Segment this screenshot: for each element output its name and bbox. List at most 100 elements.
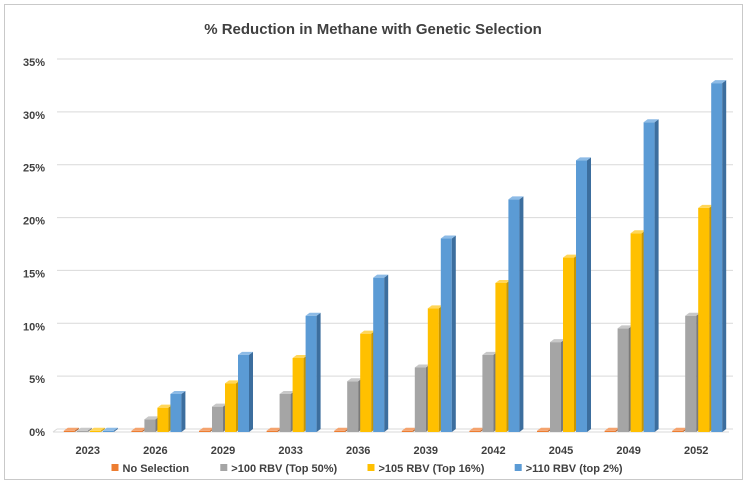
bar: [469, 427, 485, 432]
bar: [414, 364, 430, 432]
bar: [711, 80, 727, 433]
bar: [672, 427, 688, 432]
bar-top: [347, 378, 363, 382]
bar-front: [170, 393, 182, 432]
bar-front: [414, 367, 426, 432]
bar-top: [440, 235, 456, 239]
chart-svg: % Reduction in Methane with Genetic Sele…: [23, 21, 733, 475]
bar: [685, 312, 701, 432]
bar: [225, 380, 240, 432]
bar-top: [495, 279, 511, 283]
bar: [427, 305, 443, 432]
bar-front: [131, 430, 143, 432]
bar-top: [212, 403, 227, 407]
bar-front: [334, 430, 346, 432]
bar-top: [157, 404, 173, 408]
bar-top: [76, 427, 92, 431]
bar-front: [266, 430, 278, 432]
bar: [170, 390, 186, 432]
bar-top: [643, 119, 659, 123]
bar-side: [451, 235, 456, 432]
legend-item: >110 RBV (top 2%): [514, 463, 623, 475]
bar: [305, 312, 321, 432]
bar-side: [113, 427, 118, 432]
bar-front: [305, 315, 317, 432]
bar-side: [249, 351, 253, 432]
bar: [144, 416, 160, 432]
bar-side: [181, 390, 186, 432]
bar-top: [685, 312, 701, 316]
bar: [537, 427, 552, 432]
legend-swatch: [514, 464, 522, 471]
bar: [76, 427, 92, 432]
bar-top: [563, 254, 578, 258]
y-tick-label: 25%: [23, 163, 45, 175]
bar: [440, 235, 456, 432]
bar: [482, 351, 498, 432]
y-tick-label: 10%: [23, 321, 45, 333]
x-tick-label: 2042: [481, 445, 505, 457]
bar-side: [519, 196, 524, 432]
bar-top: [617, 325, 633, 329]
x-tick-label: 2045: [549, 445, 573, 457]
bar-top: [630, 230, 646, 234]
bar-top: [360, 330, 376, 334]
legend-label: No Selection: [123, 463, 190, 475]
bar-front: [102, 430, 114, 432]
bar-front: [469, 430, 481, 432]
legend-item: >100 RBV (Top 50%): [220, 463, 337, 475]
bar-front: [157, 407, 169, 432]
bar-front: [238, 354, 249, 432]
bar-front: [144, 419, 156, 432]
bar-front: [617, 328, 629, 432]
bar-top: [238, 351, 253, 355]
x-tick-label: 2033: [278, 445, 302, 457]
bar-side: [587, 157, 591, 433]
bar-front: [630, 233, 642, 432]
bar-front: [76, 430, 88, 432]
bar: [199, 427, 214, 432]
x-tick-label: 2029: [211, 445, 235, 457]
bar-front: [550, 342, 561, 432]
y-tick-label: 0%: [29, 427, 45, 439]
bar: [63, 427, 79, 432]
x-axis-ticks: 2023 2026 2029 2033 2036 2039 2042 2045 2049 2052: [76, 445, 709, 457]
bar-side: [722, 80, 727, 433]
bar-side: [316, 312, 321, 432]
bar-front: [360, 333, 372, 432]
bar-front: [482, 354, 494, 432]
bar-front: [89, 430, 101, 432]
chart-title: % Reduction in Methane with Genetic Sele…: [204, 21, 542, 38]
legend-item: >105 RBV (Top 16%): [367, 463, 485, 475]
legend-swatch: [111, 464, 119, 471]
bar-front: [401, 430, 413, 432]
bar-top: [292, 355, 308, 358]
bar-top: [482, 351, 498, 355]
bar-front: [698, 207, 710, 432]
bar-front: [212, 406, 223, 432]
bar-top: [698, 204, 714, 208]
bar: [347, 378, 363, 432]
legend-label: >105 RBV (Top 16%): [379, 463, 485, 475]
bar-top: [89, 427, 105, 431]
bar-side: [384, 274, 389, 432]
bar: [89, 427, 105, 432]
bar-top: [102, 427, 118, 431]
bar-top: [144, 416, 160, 420]
bar-front: [508, 199, 520, 432]
bar: [508, 196, 524, 432]
bar-front: [643, 122, 655, 432]
bar-front: [604, 430, 616, 432]
bar-front: [427, 308, 439, 432]
legend-item: No Selection: [111, 463, 190, 475]
bar: [238, 351, 253, 432]
bar: [360, 330, 376, 432]
bar: [495, 279, 511, 432]
bar-side: [87, 427, 92, 432]
y-tick-label: 5%: [29, 374, 45, 386]
bar-front: [347, 381, 359, 432]
bar: [131, 427, 147, 432]
bar-top: [550, 339, 565, 343]
bar-top: [508, 196, 524, 200]
bar-front: [292, 358, 304, 432]
